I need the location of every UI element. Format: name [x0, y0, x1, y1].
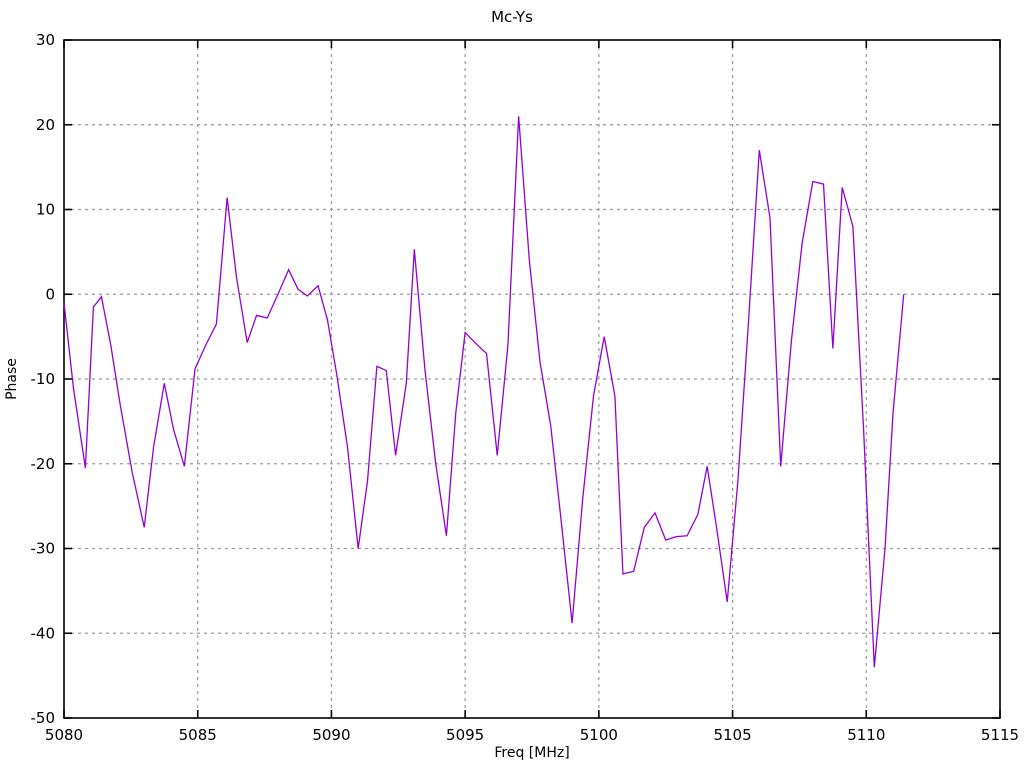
x-tick-label: 5105 — [713, 726, 751, 744]
y-tick-label: 0 — [45, 285, 55, 303]
plot-frame — [63, 39, 1001, 719]
y-tick-labels: -50 -40 -30 -20 -10 0 10 20 30 — [31, 31, 56, 727]
y-tick-label: 20 — [36, 116, 55, 134]
data-line-mc-ys — [63, 116, 905, 668]
y-tick-label: -10 — [31, 370, 56, 388]
y-tick-label: -40 — [31, 624, 56, 642]
y-axis-label: Phase — [4, 358, 20, 400]
x-axis-label: Freq [MHz] — [494, 745, 569, 761]
x-tick-label: 5085 — [179, 726, 217, 744]
y-tick-label: -30 — [31, 540, 56, 558]
data-series-group — [63, 116, 905, 668]
chart-title: Mc-Ys — [491, 8, 533, 26]
y-tick-label: -20 — [31, 455, 56, 473]
y-tick-label: 30 — [36, 31, 55, 49]
x-tick-label: 5080 — [45, 726, 83, 744]
y-tick-label: -50 — [31, 709, 56, 727]
x-tick-labels: 5080 5085 5090 5095 5100 5105 5110 5115 — [45, 726, 1019, 744]
gridlines — [64, 40, 1000, 718]
x-tick-label: 5115 — [981, 726, 1019, 744]
x-tick-label: 5110 — [847, 726, 885, 744]
y-tick-label: 10 — [36, 201, 55, 219]
x-tick-label: 5090 — [312, 726, 350, 744]
x-tick-label: 5095 — [446, 726, 484, 744]
x-tick-label: 5100 — [580, 726, 618, 744]
